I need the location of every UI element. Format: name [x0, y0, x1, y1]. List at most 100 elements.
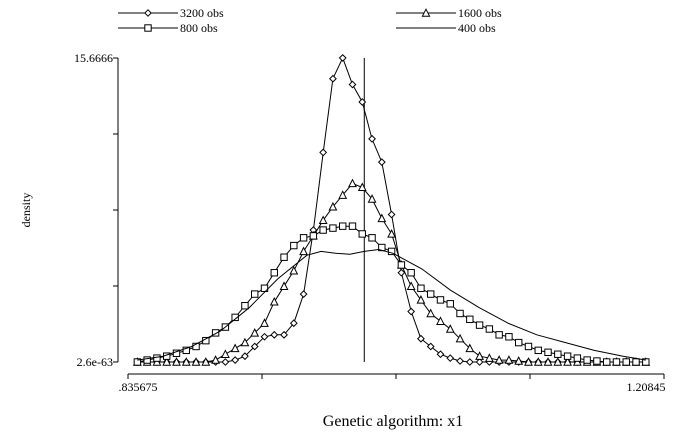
y-ticks	[113, 57, 118, 363]
data-point-2-23	[358, 230, 366, 238]
data-point-2-38	[505, 333, 513, 341]
legend-square-marker	[144, 24, 152, 32]
data-point-1-36	[484, 353, 494, 362]
data-point-2-4	[172, 349, 181, 357]
data-point-1-31	[436, 316, 445, 325]
legend-marker-triangle	[421, 8, 431, 17]
data-point-2-42	[544, 348, 552, 356]
series-1600-obs	[132, 178, 651, 366]
data-point-0-21	[338, 54, 347, 62]
data-point-0-32	[446, 354, 455, 363]
data-point-1-15	[279, 281, 289, 291]
data-point-2-14	[270, 269, 278, 277]
y-tick-label-min: 2.6e-63	[77, 355, 113, 369]
data-point-2-8	[211, 329, 220, 337]
data-point-2-15	[280, 253, 288, 261]
data-point-1-34	[465, 343, 475, 353]
data-point-2-6	[192, 342, 200, 351]
data-point-2-36	[485, 325, 494, 333]
data-point-1-17	[299, 246, 309, 256]
data-point-1-26	[387, 229, 397, 238]
data-point-2-50	[622, 358, 630, 366]
data-point-1-32	[445, 324, 455, 333]
legend-diamond-marker	[144, 9, 152, 17]
data-point-2-29	[417, 284, 425, 292]
data-point-1-3	[162, 357, 172, 366]
series-line-3	[137, 248, 646, 361]
data-point-1-42	[543, 357, 553, 366]
data-point-1-28	[406, 281, 416, 291]
data-point-1-10	[230, 343, 240, 353]
data-point-2-52	[642, 358, 650, 366]
data-point-0-10	[231, 356, 240, 364]
data-point-2-41	[534, 346, 542, 355]
data-point-2-27	[397, 261, 406, 269]
data-point-1-30	[426, 308, 436, 318]
data-point-0-29	[417, 334, 425, 343]
y-tick-label-max: 15.6666	[74, 51, 113, 65]
data-point-2-1	[143, 356, 151, 364]
legend-label-3200: 3200 obs	[180, 6, 224, 20]
data-point-2-11	[241, 302, 249, 310]
series-line-2	[137, 225, 646, 363]
data-point-2-39	[515, 338, 523, 347]
data-point-1-38	[504, 355, 514, 364]
data-point-1-14	[269, 296, 279, 306]
data-point-1-4	[172, 357, 181, 366]
data-point-0-16	[289, 319, 298, 328]
data-point-2-20	[329, 224, 337, 232]
data-point-2-44	[563, 352, 572, 360]
data-point-1-21	[338, 190, 348, 199]
data-point-2-48	[603, 358, 611, 366]
data-point-1-33	[455, 333, 465, 343]
data-point-2-0	[133, 358, 142, 366]
data-point-1-8	[211, 355, 221, 364]
data-point-0-31	[436, 350, 445, 359]
data-point-1-6	[191, 357, 201, 366]
legend-triangle-marker	[421, 8, 431, 17]
data-point-2-47	[593, 357, 601, 365]
data-point-0-23	[358, 98, 367, 106]
data-point-1-16	[289, 265, 299, 275]
data-point-1-13	[260, 318, 269, 327]
data-point-1-43	[553, 357, 563, 366]
legend-entry-400: 400 obs	[396, 21, 496, 35]
data-point-1-9	[220, 349, 230, 358]
legend-entry-800: 800 obs	[118, 21, 218, 35]
series-line-0	[137, 56, 646, 363]
data-point-2-2	[153, 354, 161, 362]
data-point-1-20	[328, 201, 338, 211]
data-point-2-33	[456, 309, 464, 318]
data-point-0-11	[241, 352, 249, 361]
data-point-0-35	[475, 358, 484, 366]
data-point-2-12	[251, 290, 259, 298]
x-tick-label-min: .835675	[119, 380, 158, 394]
data-point-2-24	[368, 234, 376, 242]
data-point-2-45	[573, 354, 582, 362]
data-point-0-9	[221, 358, 230, 366]
data-point-0-28	[407, 307, 416, 316]
data-point-1-41	[533, 357, 543, 366]
data-point-1-37	[494, 355, 504, 364]
data-point-2-21	[339, 222, 347, 230]
data-point-0-12	[250, 342, 259, 351]
x-ticks	[127, 374, 665, 379]
data-point-2-51	[632, 358, 640, 366]
plot-area	[132, 54, 651, 366]
data-point-1-11	[240, 337, 250, 347]
data-point-0-14	[270, 330, 279, 339]
data-point-0-19	[319, 148, 328, 157]
data-point-1-23	[357, 182, 367, 192]
data-point-1-24	[367, 194, 377, 203]
data-point-0-20	[329, 74, 337, 83]
data-point-2-31	[436, 296, 445, 304]
data-point-2-32	[446, 300, 454, 308]
data-point-2-26	[387, 247, 396, 256]
data-point-1-35	[475, 351, 485, 360]
legend-label-1600: 1600 obs	[458, 6, 502, 20]
data-point-1-44	[563, 357, 573, 366]
legend-marker-diamond	[144, 9, 152, 17]
data-point-1-22	[348, 178, 357, 188]
data-point-2-18	[309, 232, 318, 240]
